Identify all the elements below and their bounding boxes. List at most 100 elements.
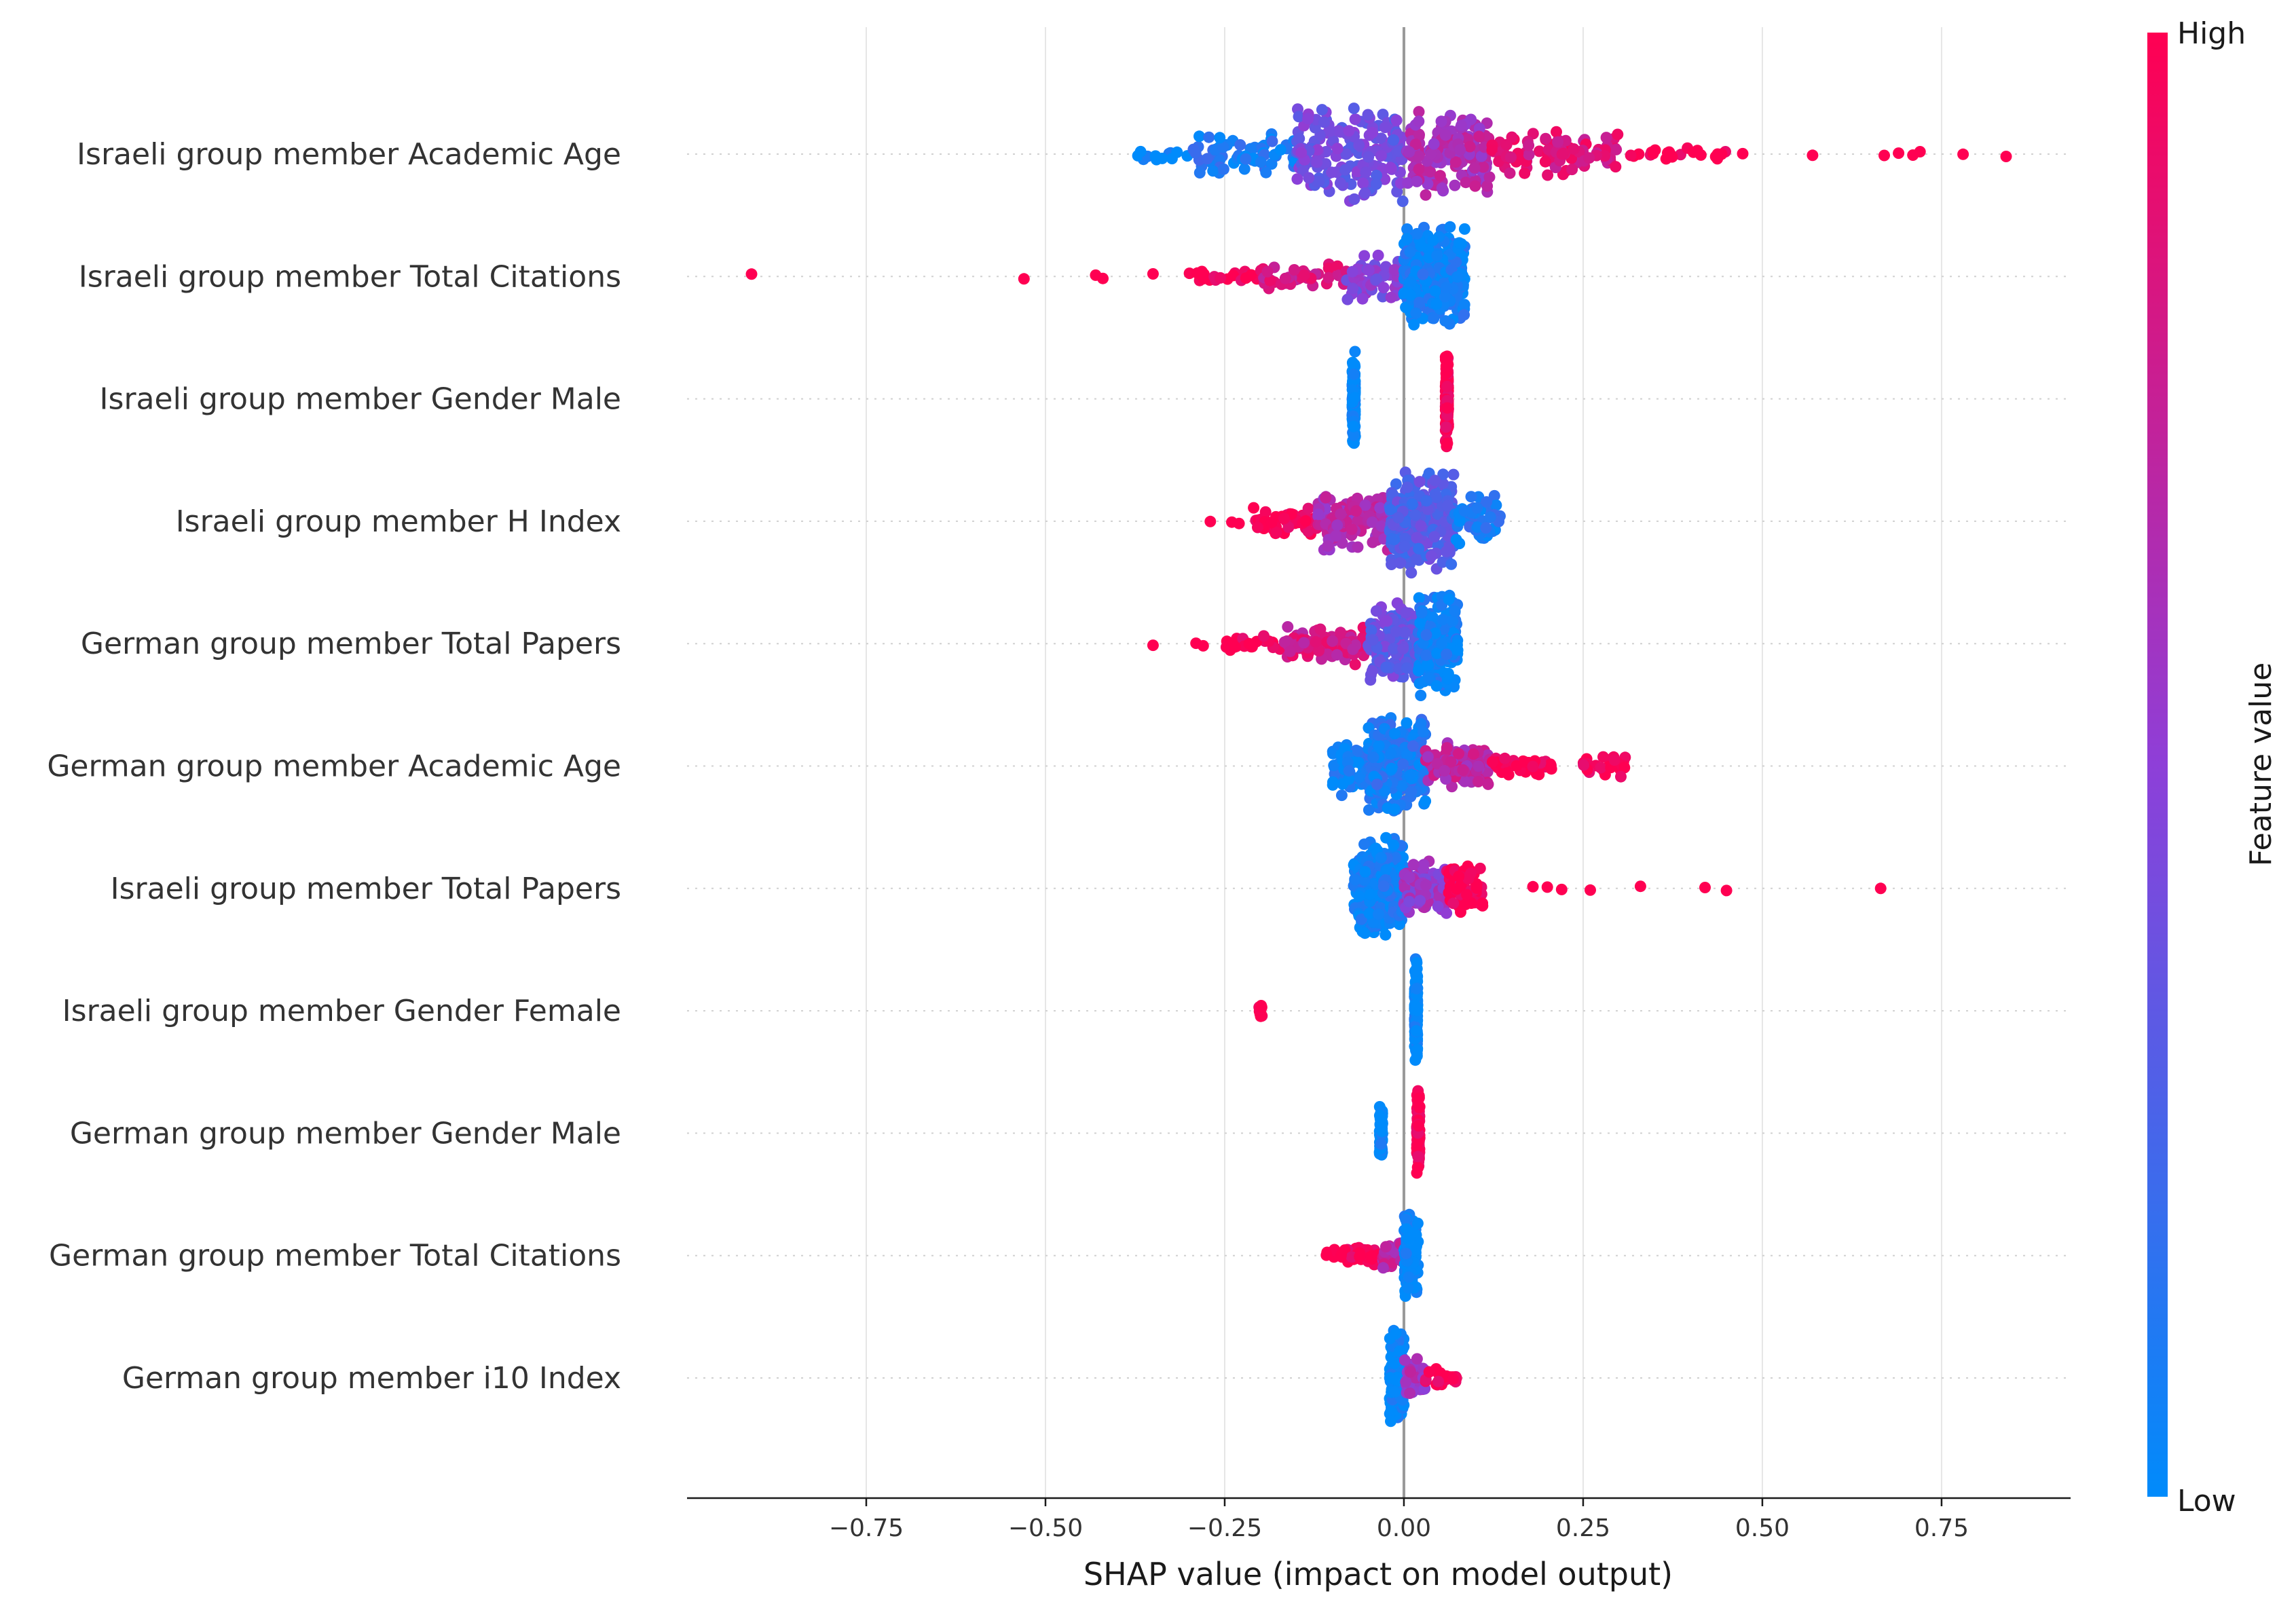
shap-dot <box>1365 624 1377 637</box>
shap-dot <box>1618 762 1631 774</box>
shap-dot <box>1302 113 1314 125</box>
shap-dot <box>1367 634 1379 646</box>
shap-dot <box>1331 649 1343 661</box>
shap-dot <box>1243 637 1255 650</box>
shap-dot <box>1377 880 1390 892</box>
shap-dot <box>1441 380 1453 392</box>
shap-dot <box>1392 512 1405 524</box>
shap-dot <box>1260 166 1272 179</box>
shap-dot <box>1385 1415 1396 1428</box>
shap-dot <box>1465 491 1477 503</box>
shap-dot <box>1207 165 1219 177</box>
shap-dot <box>1422 503 1434 515</box>
shap-dot <box>1350 505 1362 517</box>
shap-dot <box>1556 148 1568 160</box>
shap-dot <box>1240 272 1252 284</box>
shap-dot <box>1434 170 1446 182</box>
shap-dot <box>1331 143 1344 155</box>
shap-dot <box>1388 263 1401 276</box>
shap-dot <box>1699 882 1711 893</box>
shap-dot <box>1409 965 1421 977</box>
shap-dot <box>1363 908 1375 920</box>
shap-dot <box>1258 630 1270 642</box>
shap-dot <box>1299 515 1312 527</box>
shap-dot <box>1233 517 1245 529</box>
shap-dot <box>1189 147 1202 159</box>
shap-dot <box>1409 509 1422 521</box>
shap-dot <box>1147 268 1159 280</box>
shap-dot <box>1347 282 1359 295</box>
shap-dot <box>1240 153 1252 165</box>
shap-dot <box>1501 767 1513 779</box>
shap-dot <box>1461 889 1473 901</box>
shap-dot <box>1439 315 1451 327</box>
shap-dot <box>1388 839 1400 851</box>
x-tick-label: 0.25 <box>1556 1514 1610 1542</box>
shap-dot <box>1384 162 1396 174</box>
shap-dot <box>1399 1354 1411 1366</box>
shap-dot <box>1400 607 1412 619</box>
shap-dot <box>1447 1373 1459 1385</box>
shap-dot <box>1197 639 1209 652</box>
shap-dot <box>1313 175 1325 187</box>
shap-dot <box>1364 889 1376 901</box>
shap-dot <box>1458 309 1470 321</box>
shap-dot <box>1255 1001 1267 1013</box>
shap-dot <box>1424 166 1437 178</box>
shap-dot <box>1353 890 1365 902</box>
shap-dot <box>1358 838 1370 851</box>
shap-dot <box>1413 1092 1425 1104</box>
shap-dot <box>1318 116 1330 128</box>
shap-dot <box>1346 523 1358 536</box>
shap-dot <box>1527 760 1539 772</box>
shap-dot <box>1432 1375 1444 1387</box>
feature-label: Israeli group member Gender Female <box>62 994 621 1028</box>
shap-dot <box>1428 138 1440 150</box>
shap-dot <box>1449 179 1461 191</box>
shap-dot <box>1215 272 1226 284</box>
shap-dot <box>1566 164 1578 176</box>
shap-dot <box>1346 265 1358 278</box>
shap-dot <box>1420 189 1432 201</box>
shap-dot <box>1441 437 1453 449</box>
shap-dot <box>1279 272 1291 284</box>
shap-dot <box>1568 143 1580 155</box>
shap-dot <box>1147 639 1159 652</box>
shap-dot <box>1505 151 1517 164</box>
shap-dot <box>1450 534 1462 546</box>
shap-dot <box>745 268 758 280</box>
shap-dot <box>1420 795 1432 807</box>
shap-dot <box>1293 132 1306 145</box>
shap-dot <box>1397 643 1409 655</box>
shap-dot <box>1634 880 1646 893</box>
shap-dot <box>1442 667 1454 679</box>
shap-dot <box>1453 237 1465 249</box>
colorbar-high-label: High <box>2177 16 2246 51</box>
shap-dot <box>1363 804 1375 816</box>
shap-dot <box>1331 519 1344 531</box>
shap-dot <box>1401 749 1413 761</box>
feature-label: Israeli group member Total Papers <box>111 872 621 906</box>
shap-dot <box>1386 533 1398 545</box>
shap-dot <box>1388 728 1401 740</box>
shap-dot <box>1411 175 1423 187</box>
shap-dot <box>1335 1249 1347 1261</box>
shap-dot <box>1415 520 1427 532</box>
shap-dot <box>1400 1376 1412 1388</box>
shap-dot <box>1441 402 1453 414</box>
shap-dot <box>1612 128 1624 141</box>
shap-dot <box>1385 1406 1397 1418</box>
shap-dot <box>1401 662 1413 674</box>
shap-dot <box>1486 144 1498 156</box>
shap-dot <box>1375 132 1388 145</box>
shap-dot <box>1608 754 1621 766</box>
shap-dot <box>1404 769 1416 781</box>
shap-dot <box>1340 148 1352 160</box>
shap-dot <box>1403 1271 1415 1283</box>
shap-dot <box>1539 155 1551 168</box>
shap-dot <box>1291 173 1303 185</box>
shap-dot <box>1343 125 1355 137</box>
shap-dot <box>1327 776 1339 788</box>
shap-dot <box>1360 166 1372 179</box>
shap-dot <box>1302 502 1314 515</box>
